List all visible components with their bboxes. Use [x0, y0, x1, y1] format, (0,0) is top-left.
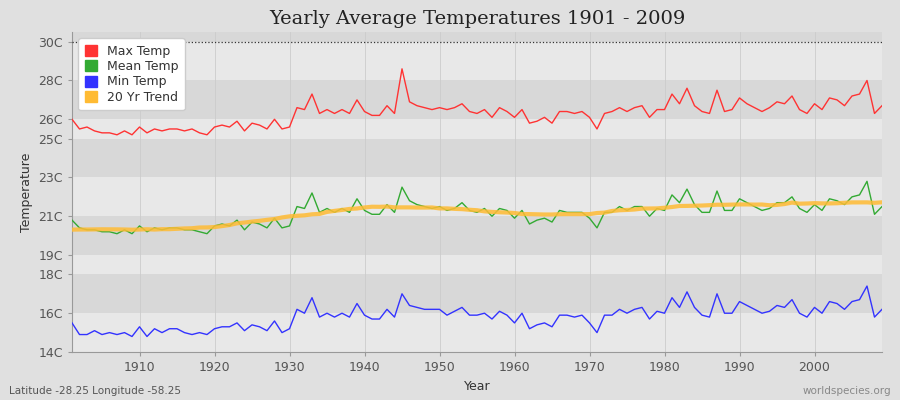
Y-axis label: Temperature: Temperature: [20, 152, 32, 232]
Bar: [72, 255, 882, 274]
Legend: Max Temp, Mean Temp, Min Temp, 20 Yr Trend: Max Temp, Mean Temp, Min Temp, 20 Yr Tre…: [78, 38, 184, 110]
Text: worldspecies.org: worldspecies.org: [803, 386, 891, 396]
Bar: [72, 313, 882, 352]
Bar: [72, 139, 882, 178]
Title: Yearly Average Temperatures 1901 - 2009: Yearly Average Temperatures 1901 - 2009: [269, 10, 685, 28]
Bar: [72, 216, 882, 255]
Bar: [72, 274, 882, 313]
Bar: [72, 178, 882, 216]
Bar: [72, 119, 882, 139]
Text: Latitude -28.25 Longitude -58.25: Latitude -28.25 Longitude -58.25: [9, 386, 181, 396]
Bar: [72, 80, 882, 119]
Bar: [72, 42, 882, 80]
X-axis label: Year: Year: [464, 380, 490, 392]
